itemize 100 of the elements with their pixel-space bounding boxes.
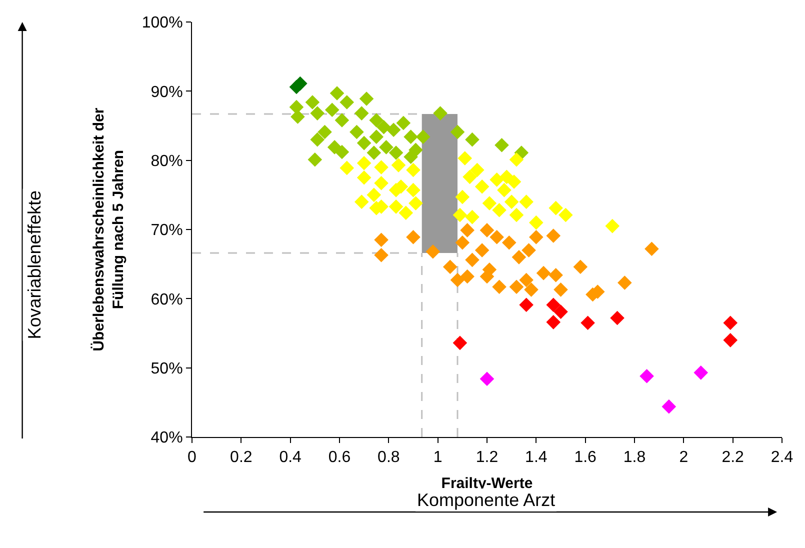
point	[548, 268, 563, 282]
point	[546, 298, 561, 312]
point	[605, 218, 620, 234]
point	[406, 230, 420, 244]
point	[548, 200, 563, 216]
point	[379, 140, 394, 154]
point	[509, 280, 524, 294]
point	[369, 130, 384, 144]
y-tick-label: 90%	[150, 84, 183, 101]
point	[723, 333, 738, 348]
point	[492, 202, 506, 218]
x-tick-label: 1.2	[476, 449, 498, 466]
point	[308, 152, 322, 167]
point	[519, 298, 534, 312]
point	[369, 113, 384, 128]
point	[359, 92, 374, 106]
point	[490, 230, 504, 244]
point	[519, 272, 534, 288]
point	[426, 244, 440, 259]
point	[509, 152, 524, 167]
y-tick-label: 70%	[150, 222, 183, 240]
point	[610, 310, 624, 326]
point	[573, 260, 588, 274]
point	[452, 208, 468, 222]
point	[480, 372, 494, 386]
point	[494, 138, 509, 152]
x-axis-title: Frailty-Werte	[441, 475, 533, 492]
point	[529, 215, 544, 230]
point	[512, 250, 526, 264]
point	[391, 158, 406, 172]
point	[546, 315, 561, 330]
point	[558, 208, 573, 222]
point	[502, 235, 516, 250]
point	[290, 110, 305, 124]
point	[340, 95, 354, 110]
point	[404, 130, 418, 144]
x-tick-label: 2	[679, 449, 688, 466]
point	[536, 266, 551, 280]
point	[416, 130, 430, 144]
point	[376, 120, 391, 134]
x-tick-label: 0.6	[328, 449, 351, 466]
point	[506, 174, 522, 189]
point	[305, 95, 320, 110]
point	[504, 194, 519, 209]
point	[452, 336, 468, 350]
point	[460, 269, 474, 284]
point	[455, 190, 470, 204]
point	[356, 136, 372, 150]
x-tick-label: 1.6	[574, 449, 597, 466]
point	[450, 272, 465, 288]
point	[465, 210, 480, 224]
point	[356, 156, 372, 170]
point	[404, 150, 418, 164]
point	[442, 260, 458, 274]
point	[618, 276, 632, 290]
point	[334, 113, 350, 128]
point	[366, 188, 382, 202]
y-tick-label: 40%	[150, 430, 183, 447]
x-tick-label: 0	[188, 449, 197, 466]
y-tick-label: 100%	[142, 14, 183, 32]
x-tick-label: 1	[433, 449, 442, 466]
point	[406, 182, 420, 198]
point	[662, 399, 676, 414]
point	[408, 196, 423, 210]
y-tick-label: 50%	[150, 360, 183, 378]
point	[474, 179, 490, 194]
point	[546, 228, 561, 243]
point	[644, 242, 659, 256]
x-tick-label: 0.8	[378, 449, 400, 466]
x-tick-label: 0.2	[230, 449, 252, 466]
text: Kovariableneffekte	[24, 190, 44, 340]
point	[723, 316, 738, 330]
point	[470, 162, 484, 178]
point	[433, 106, 448, 120]
point	[374, 160, 388, 174]
point	[490, 172, 504, 187]
x-tick-label: 0.4	[279, 449, 302, 466]
point	[640, 368, 654, 384]
point	[465, 132, 480, 147]
point	[293, 76, 308, 91]
point	[509, 208, 524, 222]
point	[366, 146, 382, 160]
point	[334, 144, 350, 160]
point	[330, 86, 344, 100]
point	[388, 146, 404, 160]
point	[374, 232, 388, 248]
x-tick-label: 2.4	[770, 449, 794, 466]
point	[386, 122, 401, 138]
point	[524, 282, 538, 297]
y-tick-label: 60%	[150, 291, 183, 308]
point	[310, 106, 325, 120]
point	[492, 280, 506, 294]
x-tick-label: 1.8	[623, 449, 646, 466]
point	[694, 366, 708, 380]
point	[450, 124, 465, 140]
point	[388, 200, 404, 214]
point	[554, 304, 568, 319]
point	[324, 102, 340, 117]
point	[458, 151, 472, 166]
point	[497, 182, 512, 198]
